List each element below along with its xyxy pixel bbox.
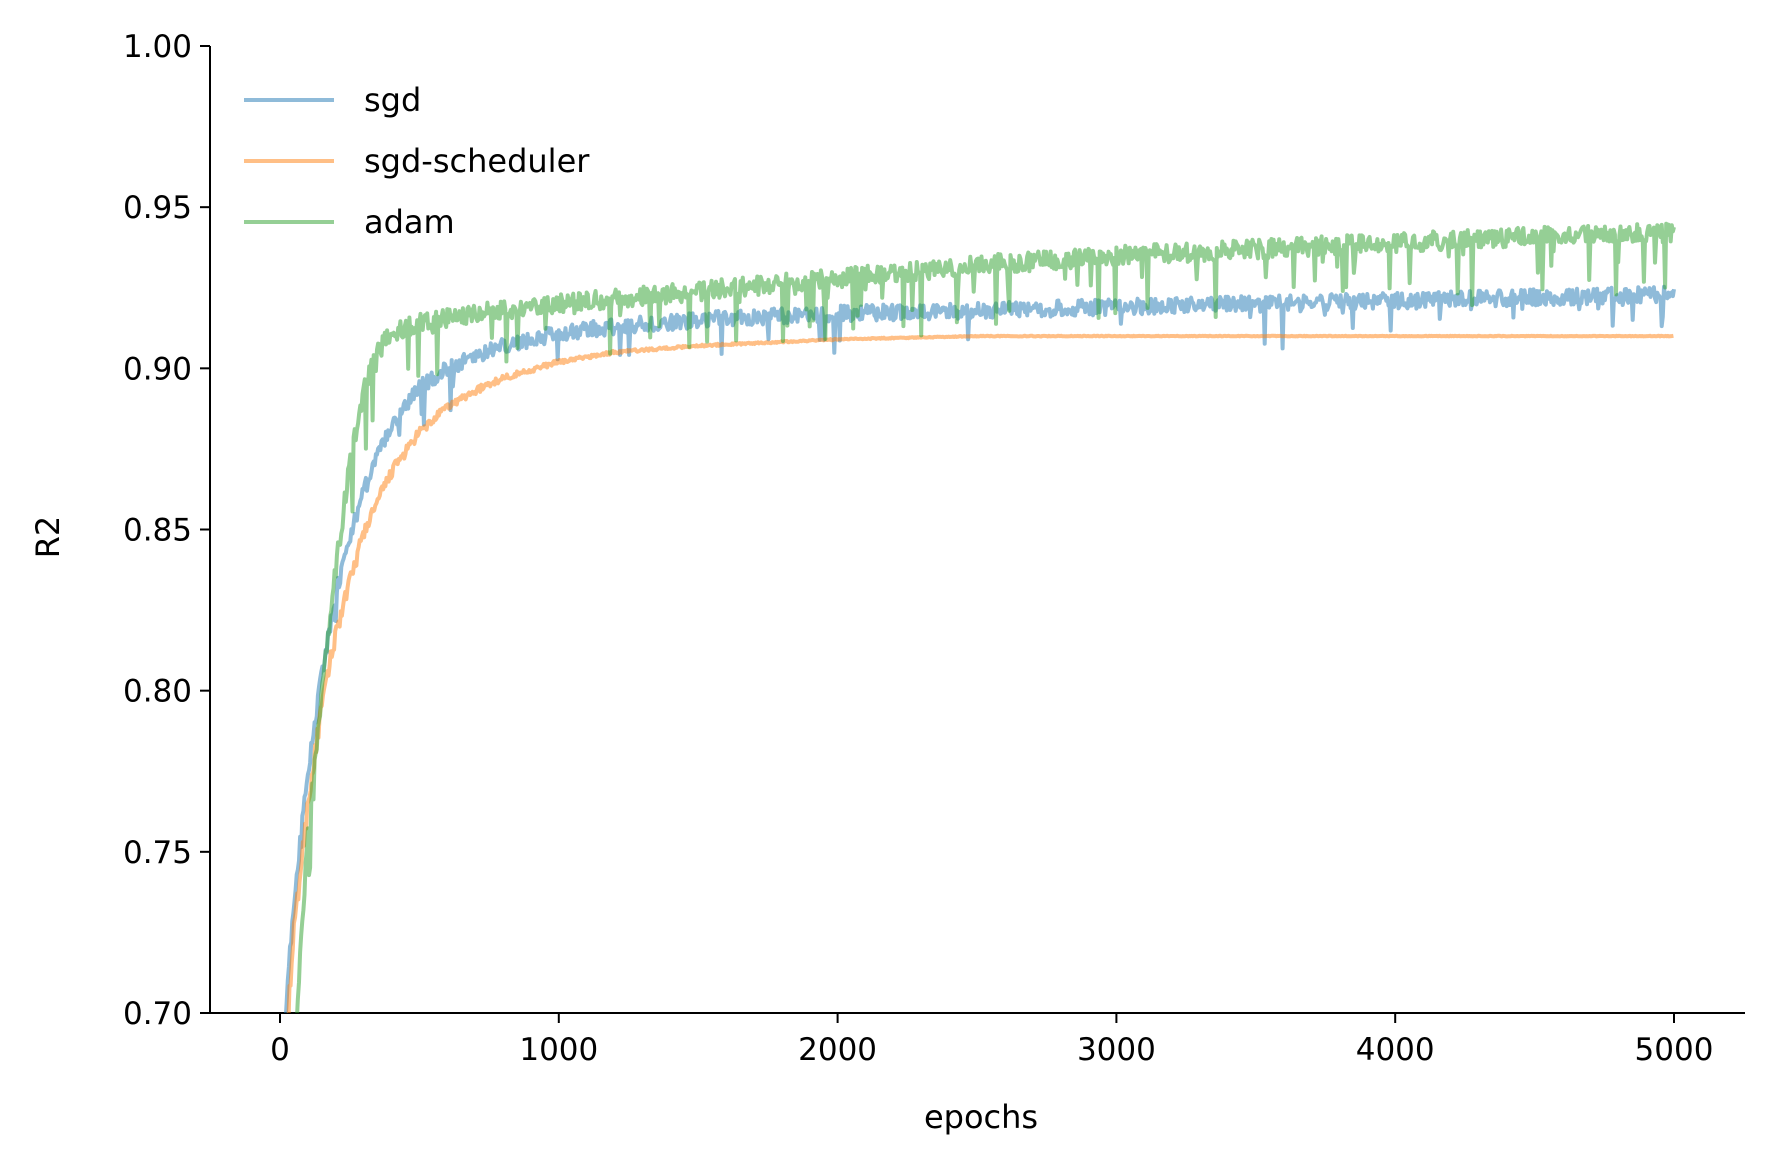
y-tick-label: 1.00 (123, 29, 192, 65)
y-axis-label: R2 (29, 516, 67, 559)
x-axis-label: epochs (924, 1098, 1038, 1136)
x-tick-label: 3000 (1077, 1032, 1156, 1068)
y-tick-label: 0.95 (123, 190, 192, 226)
y-tick-label: 0.75 (123, 835, 192, 871)
x-tick-label: 5000 (1635, 1032, 1714, 1068)
y-tick-label: 0.90 (123, 351, 192, 387)
axes: 0.70 0.75 0.80 0.85 0.90 0.95 1.00 0 1000 2000 300… (123, 29, 1745, 1068)
y-tick-label: 0.85 (123, 513, 192, 549)
legend: sgd sgd-scheduler adam (244, 81, 590, 241)
x-tick-label: 2000 (798, 1032, 877, 1068)
series-line-sgd (284, 284, 1676, 1013)
x-tick-label: 1000 (519, 1032, 598, 1068)
x-tick-label: 0 (270, 1032, 290, 1068)
y-tick-label: 0.70 (123, 996, 192, 1032)
legend-label: sgd-scheduler (364, 142, 590, 180)
legend-label: sgd (364, 81, 421, 119)
series-line-adam (295, 221, 1676, 1013)
y-tick-label: 0.80 (123, 674, 192, 710)
series-line-sgd-scheduler (286, 333, 1675, 1013)
series-layer (284, 221, 1676, 1013)
x-tick-label: 4000 (1356, 1032, 1435, 1068)
legend-label: adam (364, 203, 455, 241)
